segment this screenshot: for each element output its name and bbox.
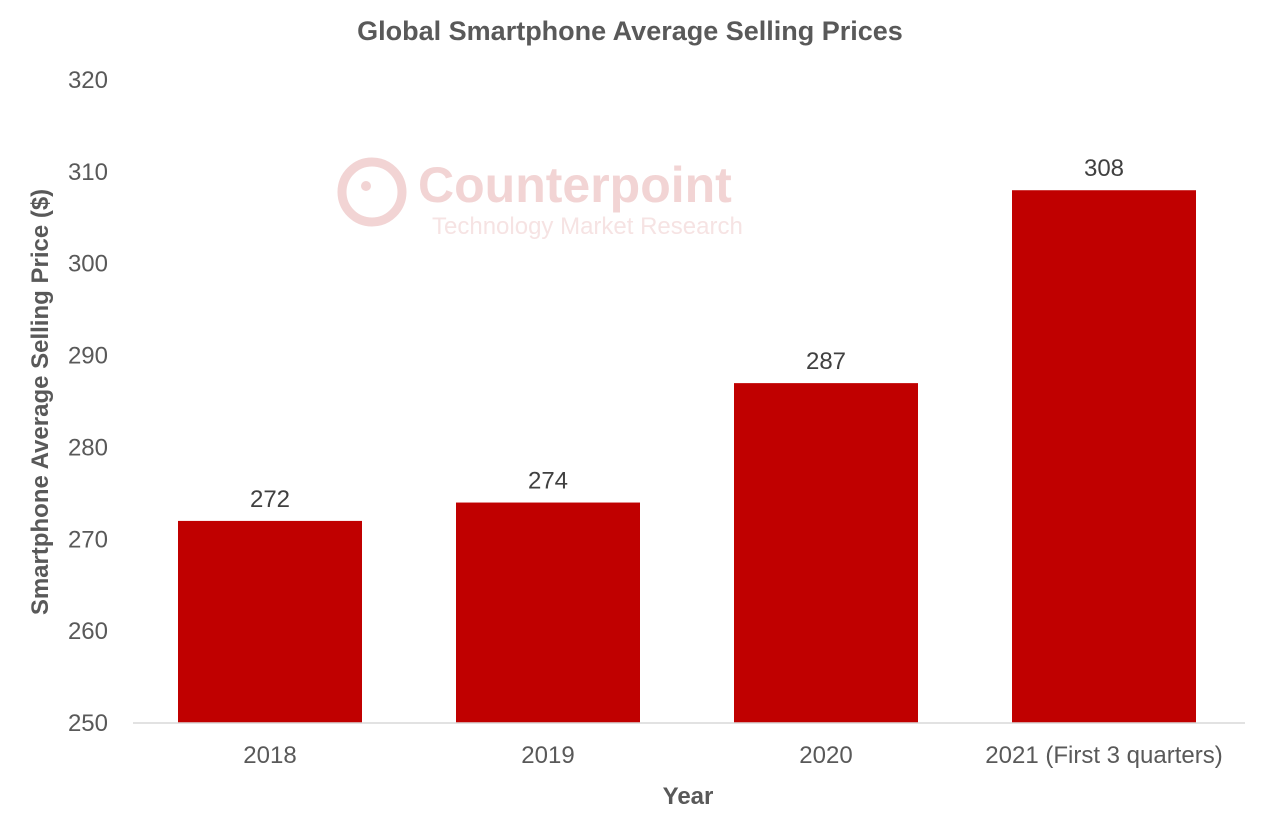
bar	[178, 520, 362, 723]
y-tick-label: 270	[68, 526, 108, 553]
watermark-logo-icon	[337, 157, 407, 227]
watermark-brand: Counterpoint	[418, 157, 732, 213]
data-label: 287	[806, 348, 846, 375]
y-tick-label: 290	[68, 343, 108, 370]
chart-title: Global Smartphone Average Selling Prices	[357, 16, 903, 46]
x-tick-label: 2019	[521, 742, 574, 769]
watermark: Counterpoint Technology Market Research	[337, 157, 743, 240]
x-axis-label: Year	[663, 783, 714, 810]
data-label: 308	[1084, 155, 1124, 182]
bar	[1012, 190, 1196, 723]
y-tick-label: 310	[68, 159, 108, 186]
y-axis-label: Smartphone Average Selling Price ($)	[27, 189, 54, 615]
x-tick-label: 2020	[799, 742, 852, 769]
y-tick-label: 320	[68, 67, 108, 94]
y-tick-label: 300	[68, 251, 108, 278]
bar	[456, 502, 640, 723]
x-tick-label: 2018	[243, 742, 296, 769]
watermark-tagline: Technology Market Research	[432, 213, 743, 240]
y-tick-label: 250	[68, 710, 108, 737]
x-tick-label: 2021 (First 3 quarters)	[985, 742, 1222, 769]
y-tick-label: 280	[68, 434, 108, 461]
data-label: 272	[250, 486, 290, 513]
bar	[734, 383, 918, 723]
y-tick-label: 260	[68, 618, 108, 645]
data-label: 274	[528, 468, 568, 495]
